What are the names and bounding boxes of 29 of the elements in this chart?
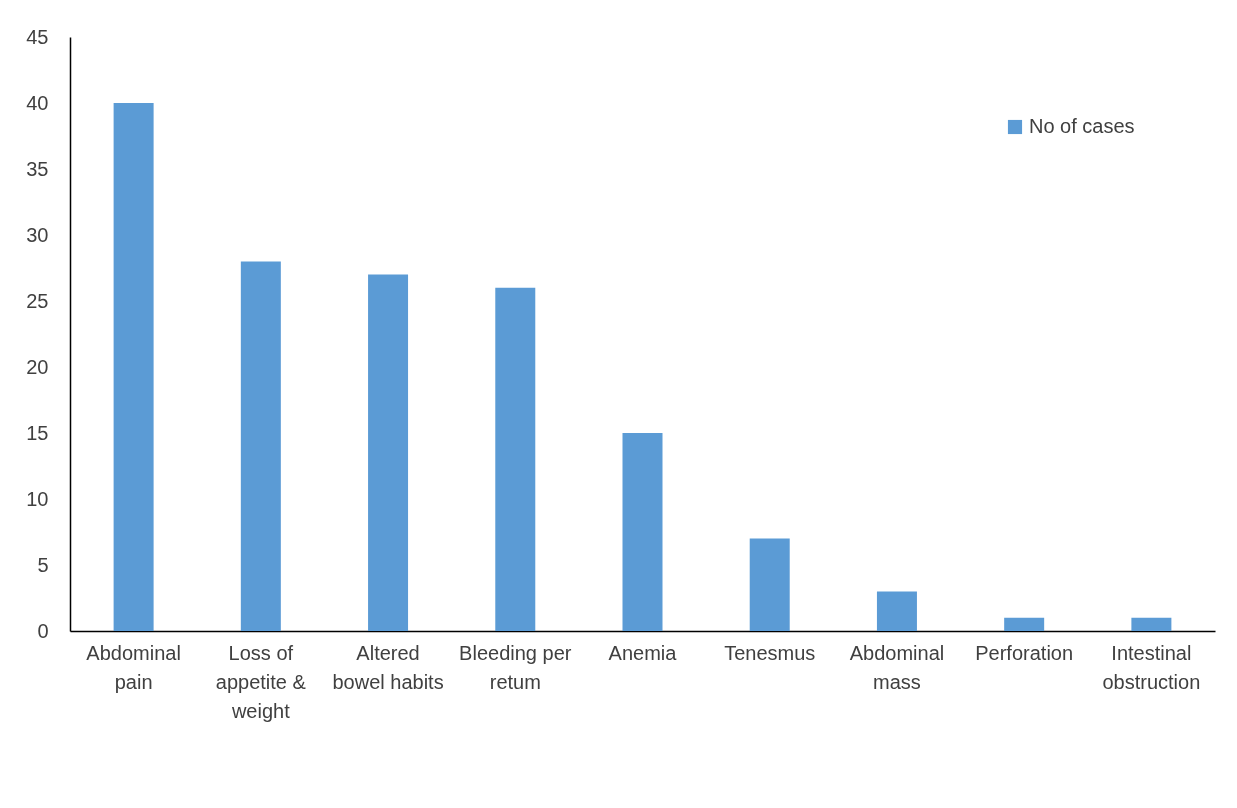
y-tick-label: 40 [26,91,49,114]
x-tick-label: Bleeding per retum [459,641,572,693]
y-tick-label: 10 [26,487,49,510]
bar [749,538,790,631]
bar [622,433,663,631]
y-tick-label: 0 [37,619,49,642]
y-tick-label: 30 [26,223,49,246]
bar [1004,617,1045,631]
bar [876,591,917,631]
x-tick-label: Intestinal obstruction [1102,641,1201,693]
x-tick-label: Tenesmus [724,641,816,664]
bar [368,274,409,631]
bar [240,261,281,631]
x-tick-label: Altered bowel habits [332,641,444,693]
y-tick-label: 35 [26,157,49,180]
legend-label: No of cases [1029,115,1135,137]
x-tick-label: Anemia [608,641,678,664]
bar [113,103,154,631]
x-tick-label: Abdominal mass [849,641,945,693]
y-tick-label: 45 [26,25,49,48]
y-tick-label: 25 [26,289,49,312]
y-tick-label: 15 [26,421,49,444]
y-tick-label: 20 [26,355,49,378]
bar [1131,617,1172,631]
y-tick-label: 5 [37,553,49,576]
x-tick-label: Loss of appetite & weight [215,641,307,722]
bar [495,287,536,631]
x-tick-label: Perforation [975,641,1074,664]
x-tick-label: Abdominal pain [86,641,181,693]
